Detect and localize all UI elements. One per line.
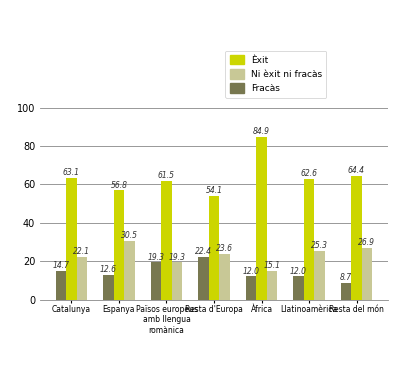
Text: 56.8: 56.8 (110, 180, 128, 190)
Text: 64.4: 64.4 (348, 166, 365, 175)
Bar (209, 195, 219, 300)
Text: 30.5: 30.5 (121, 231, 138, 240)
Text: 19.3: 19.3 (168, 253, 186, 262)
Text: 84.9: 84.9 (253, 127, 270, 136)
Bar (198, 257, 209, 300)
Text: 12.0: 12.0 (242, 266, 260, 276)
Bar (246, 276, 256, 300)
Bar (151, 263, 161, 300)
Bar (304, 179, 314, 300)
Bar (114, 190, 124, 300)
Bar (124, 241, 135, 300)
Text: 25.3: 25.3 (311, 241, 328, 250)
Bar (341, 283, 351, 300)
Text: 22.4: 22.4 (195, 247, 212, 256)
Text: 12.0: 12.0 (290, 266, 307, 276)
Text: 26.9: 26.9 (358, 238, 376, 247)
Text: 23.6: 23.6 (216, 244, 233, 253)
Bar (219, 254, 230, 300)
Bar (56, 271, 66, 300)
Text: 22.1: 22.1 (74, 247, 90, 256)
Text: 12.6: 12.6 (100, 265, 117, 274)
Bar (161, 182, 172, 300)
Bar (314, 251, 325, 300)
Bar (351, 176, 362, 300)
Text: 62.6: 62.6 (300, 169, 318, 178)
Bar (103, 275, 114, 300)
Bar (77, 257, 87, 300)
Bar (362, 248, 372, 300)
Text: 63.1: 63.1 (63, 169, 80, 177)
Bar (256, 136, 267, 300)
Bar (267, 270, 277, 300)
Text: 15.1: 15.1 (264, 261, 280, 270)
Text: 14.7: 14.7 (52, 262, 70, 270)
Bar (66, 178, 77, 300)
Text: 8.7: 8.7 (340, 273, 352, 282)
Bar (172, 263, 182, 300)
Text: 61.5: 61.5 (158, 172, 175, 180)
Text: 19.3: 19.3 (148, 253, 164, 262)
Text: 54.1: 54.1 (206, 186, 222, 195)
Bar (293, 276, 304, 300)
Legend: Èxit, Ni èxit ni fracàs, Fracàs: Èxit, Ni èxit ni fracàs, Fracàs (226, 51, 326, 98)
